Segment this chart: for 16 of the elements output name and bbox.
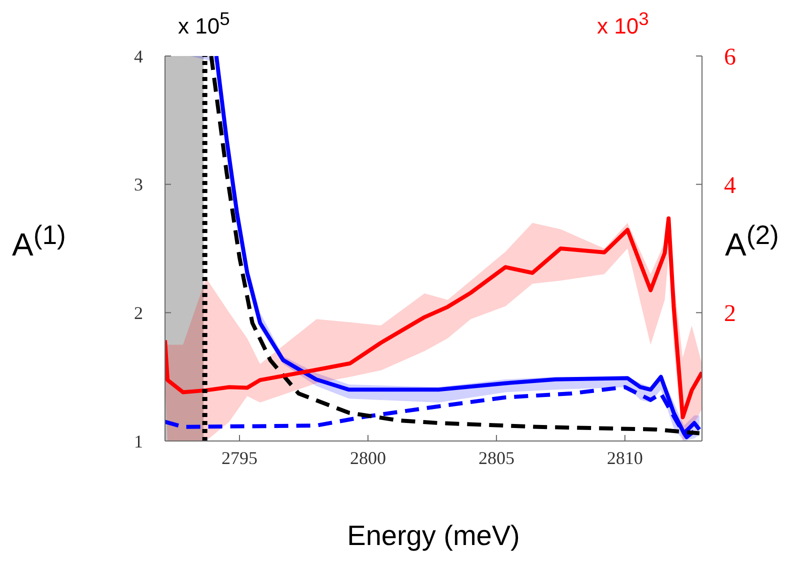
y-tick-label: 2 [134, 303, 143, 324]
y-axis-title: A$^{(1)}$ [12, 220, 66, 264]
x-tick-label: 2805 [478, 448, 514, 468]
y2-axis-title: A$^{(2)}$ [725, 220, 779, 264]
y-tick-label: 3 [134, 174, 143, 195]
y2-tick-label: 2 [724, 301, 736, 328]
x-tick-label: 2800 [350, 448, 386, 468]
y2-tick-label: 4 [724, 172, 736, 199]
text: x 10$^{3}$ [597, 8, 649, 40]
y-tick-label: 1 [134, 431, 143, 452]
y2-tick-label: 6 [724, 44, 736, 71]
x-tick-label: 2810 [606, 448, 643, 468]
text: x 10$^{5}$ [178, 8, 230, 40]
x-tick-label: 2795 [222, 448, 258, 468]
y-tick-label: 4 [134, 46, 143, 66]
x-axis-title: Energy (meV) [346, 520, 521, 552]
